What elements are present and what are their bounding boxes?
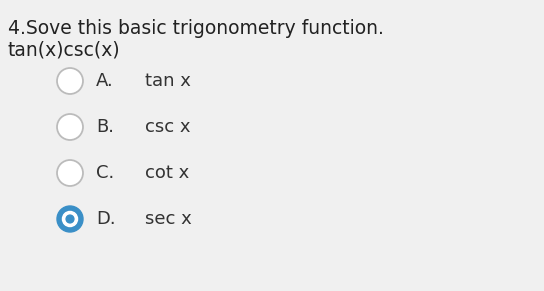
Text: A.: A. bbox=[96, 72, 114, 90]
Circle shape bbox=[57, 206, 83, 232]
Text: B.: B. bbox=[96, 118, 114, 136]
Text: 4.Sove this basic trigonometry function.: 4.Sove this basic trigonometry function. bbox=[8, 19, 384, 38]
Circle shape bbox=[57, 114, 83, 140]
Text: C.: C. bbox=[96, 164, 114, 182]
Text: csc x: csc x bbox=[145, 118, 190, 136]
Circle shape bbox=[57, 160, 83, 186]
Circle shape bbox=[63, 212, 78, 226]
Text: cot x: cot x bbox=[145, 164, 189, 182]
Text: D.: D. bbox=[96, 210, 116, 228]
Circle shape bbox=[57, 68, 83, 94]
Text: tan(x)csc(x): tan(x)csc(x) bbox=[8, 41, 121, 60]
Text: tan x: tan x bbox=[145, 72, 191, 90]
Text: sec x: sec x bbox=[145, 210, 191, 228]
Circle shape bbox=[66, 215, 74, 223]
